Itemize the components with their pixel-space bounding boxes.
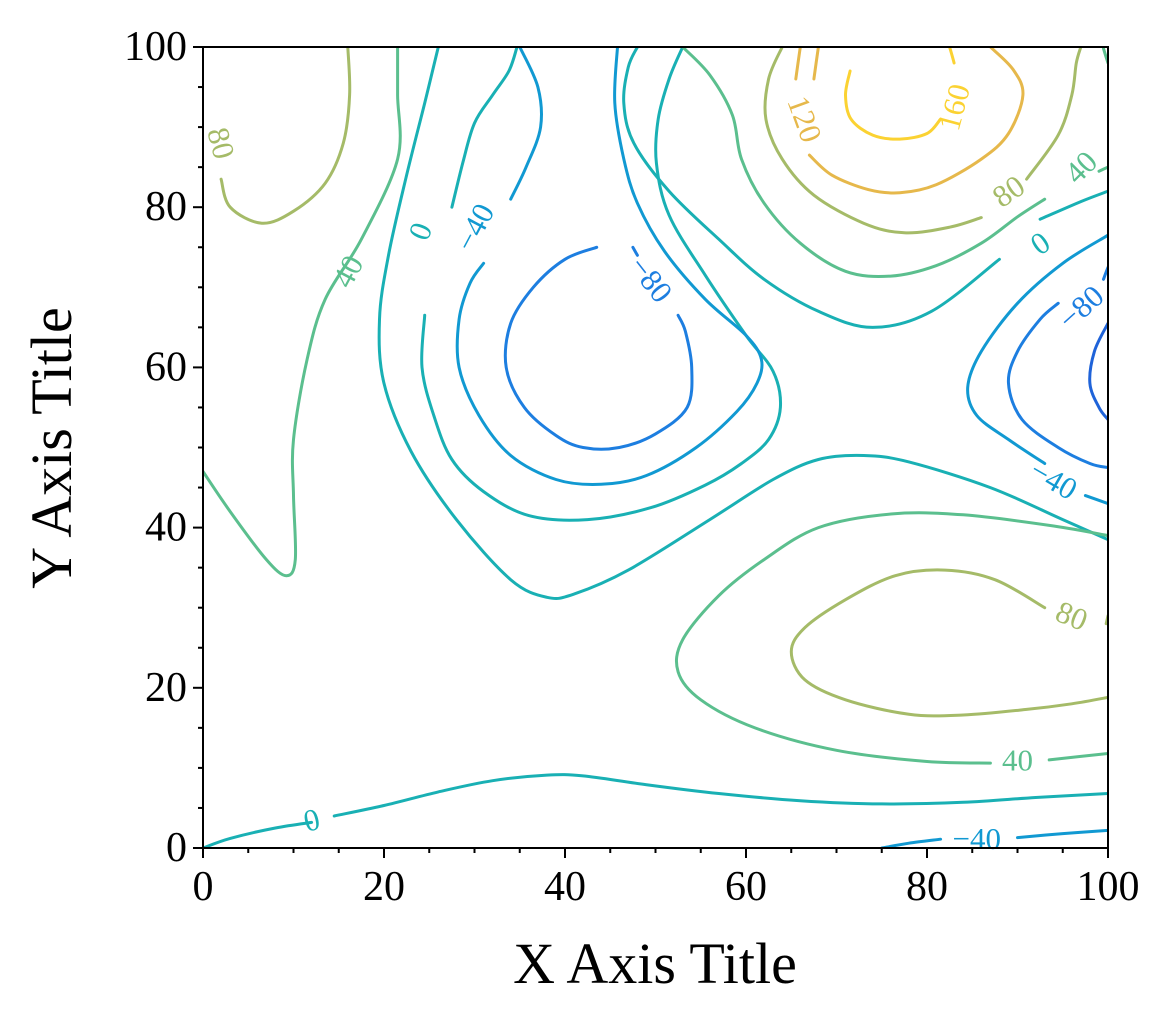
contour-line — [763, 47, 983, 235]
contour-line — [203, 820, 314, 848]
contour-label: −40 — [448, 198, 502, 257]
contour-line — [807, 47, 1025, 195]
contour-line — [631, 245, 639, 257]
contour-label: 120 — [780, 91, 829, 147]
contour-label: 80 — [1051, 594, 1093, 638]
x-tick-label: 80 — [906, 864, 948, 910]
contour-label: 0 — [1024, 224, 1057, 262]
contour-line — [812, 47, 820, 81]
y-axis-ticks: 0 20 40 60 80 100 — [124, 24, 203, 871]
contour-line — [1088, 321, 1108, 421]
contour-label: −40 — [1024, 452, 1083, 507]
x-axis-ticks: 0 20 40 60 80 100 — [193, 848, 1140, 910]
contour-line — [503, 245, 694, 451]
contour-line — [377, 47, 1108, 601]
y-tick-label: 80 — [145, 184, 187, 230]
contour-line — [203, 47, 402, 578]
contour-line — [420, 47, 783, 522]
contour-line — [1006, 301, 1108, 469]
contour-line — [1038, 189, 1108, 221]
x-tick-label: 20 — [363, 864, 405, 910]
x-tick-label: 40 — [544, 864, 586, 910]
contour-label: 40 — [1002, 742, 1033, 777]
contour-label: −40 — [953, 821, 1001, 856]
contour-label: 80 — [200, 124, 242, 163]
contour-lines — [203, 47, 1108, 848]
contour-line — [219, 47, 352, 225]
contour-line — [455, 47, 764, 487]
contour-line — [789, 568, 1108, 718]
contour-line — [509, 47, 543, 201]
contour-label: 0 — [300, 801, 324, 839]
contour-label: 40 — [1058, 144, 1105, 191]
contour-line — [681, 47, 1047, 279]
contour-line — [622, 47, 1001, 329]
contour-line — [880, 837, 943, 848]
contour-label: −80 — [1051, 278, 1110, 336]
x-axis-title: X Axis Title — [513, 931, 797, 996]
contour-label: 80 — [986, 168, 1031, 214]
x-tick-label: 0 — [193, 864, 214, 910]
contour-line — [794, 47, 802, 81]
contour-line — [1016, 828, 1108, 840]
contour-label: 160 — [931, 80, 977, 134]
y-tick-label: 20 — [145, 665, 187, 711]
contour-line — [332, 773, 1108, 818]
y-tick-label: 100 — [124, 24, 187, 70]
y-tick-label: 0 — [166, 825, 187, 871]
contour-line — [674, 511, 1108, 765]
y-tick-label: 60 — [145, 344, 187, 390]
x-tick-label: 60 — [725, 864, 767, 910]
y-tick-label: 40 — [145, 505, 187, 551]
contour-line — [450, 47, 519, 209]
contour-label: 0 — [401, 217, 439, 244]
contour-line — [843, 69, 943, 141]
contour-line — [1083, 494, 1108, 506]
contour-line — [948, 47, 956, 65]
x-tick-label: 100 — [1077, 864, 1140, 910]
y-axis-title: Y Axis Title — [19, 307, 84, 589]
contour-line — [966, 233, 1108, 465]
contour-line — [1025, 47, 1083, 181]
contour-line — [1047, 752, 1108, 762]
